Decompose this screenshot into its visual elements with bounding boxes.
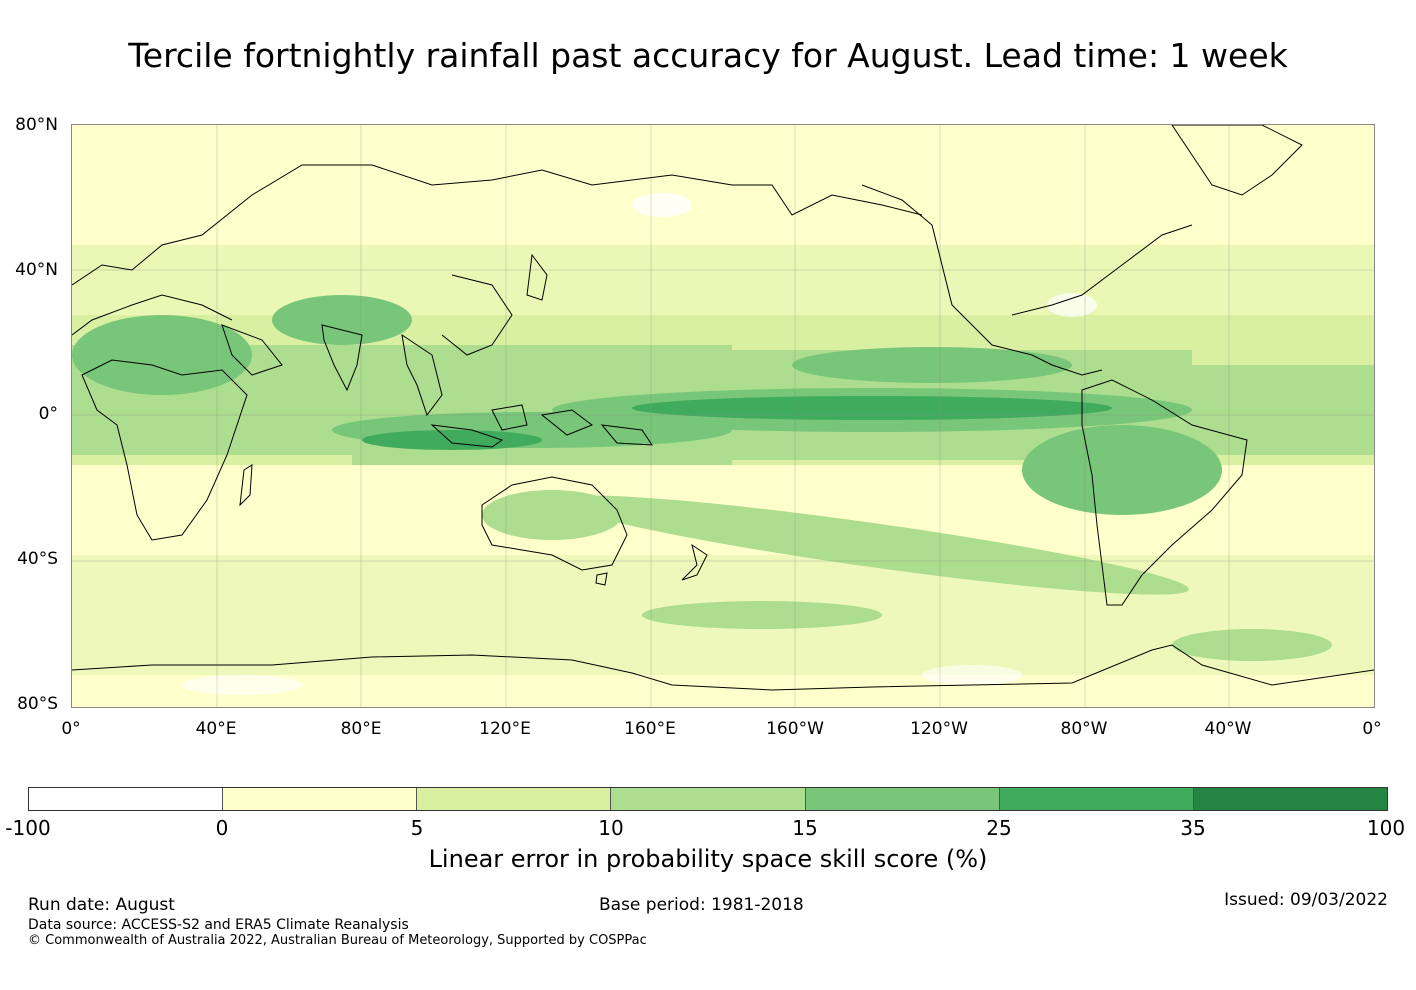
colorbar-segment [223,788,418,810]
lat-label-40n: 40°N [15,260,58,280]
issued-date: Issued: 09/03/2022 [1224,890,1388,910]
colorbar-segment [1193,788,1387,810]
coastlines [72,125,1374,691]
map-title: Tercile fortnightly rainfall past accura… [128,36,1288,75]
lon-label-40e: 40°E [195,719,237,739]
lat-label-equator: 0° [38,404,58,424]
base-period: Base period: 1981-2018 [599,895,804,915]
lon-label-80e: 80°E [340,719,382,739]
colorbar-tick: 10 [598,816,624,840]
lon-label-160w: 160°W [766,719,824,739]
colorbar-tick: 15 [792,816,818,840]
colorbar-segment [417,788,612,810]
colorbar-segment [29,788,224,810]
copyright: © Commonwealth of Australia 2022, Austra… [28,933,647,948]
colorbar-segment [805,788,1000,810]
lat-label-80n: 80°N [15,115,58,135]
map-canvas [72,125,1374,707]
lon-label-120e: 120°E [479,719,531,739]
colorbar-tick: 0 [215,816,229,840]
lon-label-80w: 80°W [1060,719,1108,739]
data-source: Data source: ACCESS-S2 and ERA5 Climate … [28,917,409,933]
lat-label-80s: 80°S [17,694,58,714]
colorbar-tick: 100 [1366,816,1406,840]
colorbar-tick: 25 [986,816,1012,840]
colorbar-tick: 5 [410,816,424,840]
lon-label-0-left: 0° [61,719,81,739]
skill-shading [72,125,1374,707]
colorbar-label: Linear error in probability space skill … [428,845,988,873]
colorbar-segment [999,788,1194,810]
colorbar-tick: 35 [1180,816,1206,840]
colorbar [28,787,1388,811]
run-date: Run date: August [28,895,175,915]
map-gridlines [72,125,1374,707]
lat-label-40s: 40°S [17,549,58,569]
lon-label-40w: 40°W [1204,719,1252,739]
skill-score-map [71,124,1375,708]
lon-label-120w: 120°W [910,719,968,739]
colorbar-tick: -100 [5,816,51,840]
lon-label-160e: 160°E [624,719,676,739]
colorbar-segment [611,788,806,810]
lon-label-0-right: 0° [1362,719,1382,739]
